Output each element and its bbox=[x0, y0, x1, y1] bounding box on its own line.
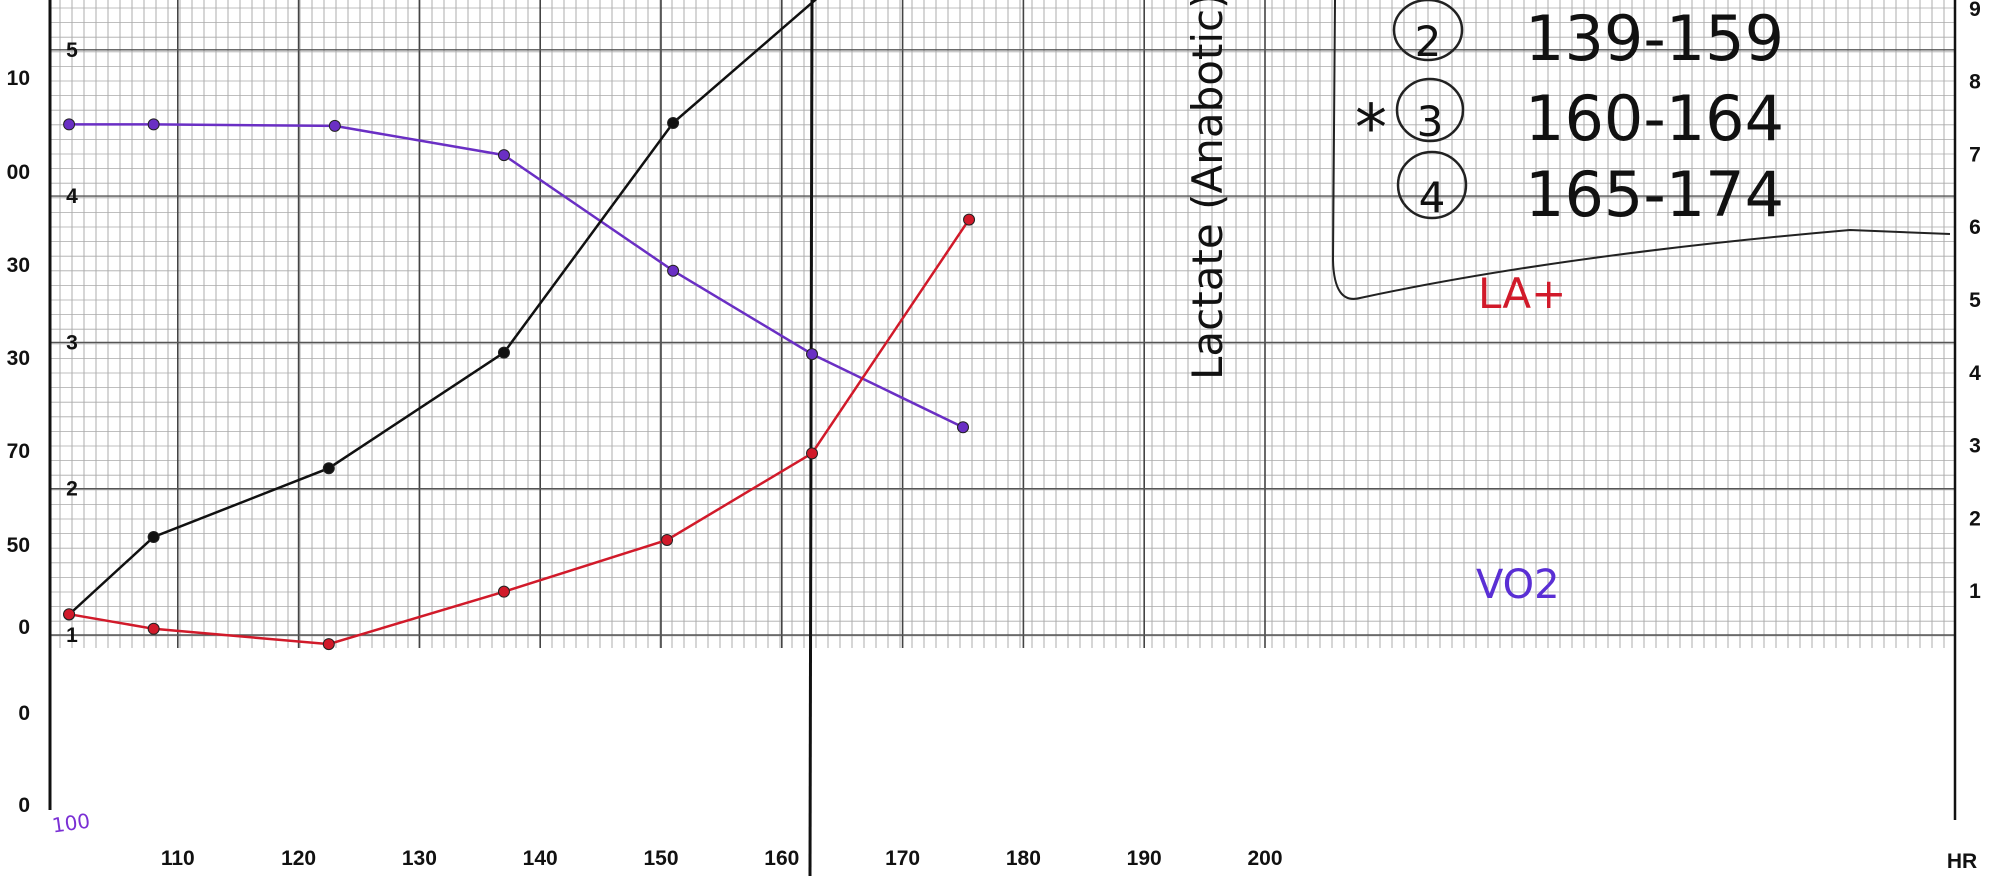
data-point-VO2 bbox=[957, 421, 969, 434]
y-right-tick-label: 3 bbox=[1969, 435, 1981, 458]
y-right-tick-label: 7 bbox=[1969, 143, 1981, 166]
axis-labels: 110 120 130 140 150 160 170 180 190 200100HR54321… bbox=[7, 0, 1982, 873]
data-point-VO2 bbox=[806, 348, 818, 361]
x-tick-label: 150 bbox=[643, 847, 678, 870]
y-right-tick-label: 2 bbox=[1969, 507, 1981, 530]
data-point-LA bbox=[497, 585, 510, 598]
y-left-outer-tick-label: 10 bbox=[7, 67, 30, 90]
y-right-tick-label: 5 bbox=[1969, 289, 1981, 312]
grid-major bbox=[50, 0, 1955, 648]
annotation-asterisk: * bbox=[1355, 92, 1387, 166]
y-left-outer-tick-label: 0 bbox=[18, 702, 30, 725]
y-right-tick-label: 1 bbox=[1969, 580, 1981, 603]
y-left-outer-tick-label: 0 bbox=[18, 794, 30, 817]
x-tick-label: 190 bbox=[1127, 847, 1162, 870]
y-left-outer-tick-label: 0 bbox=[18, 616, 30, 639]
x-tick-label: 200 bbox=[1247, 847, 1282, 870]
circle-4 bbox=[1396, 150, 1468, 220]
series-label-LA: LA+ bbox=[1478, 269, 1566, 318]
x-tick-label: 170 bbox=[885, 847, 920, 870]
y-right-tick-label: 8 bbox=[1969, 71, 1981, 94]
handwritten-annotations: 2 139-159 3 160-164 4 165-174 * bbox=[1331, 0, 1951, 300]
series-line-black bbox=[68, 0, 818, 616]
annotation-zone-number: 4 bbox=[1419, 173, 1446, 222]
data-point-black bbox=[147, 530, 160, 543]
data-point-LA bbox=[661, 533, 674, 546]
y-left-inner-tick-label: 4 bbox=[66, 185, 78, 208]
data-point-black bbox=[497, 346, 510, 359]
x-tick-label: 180 bbox=[1006, 847, 1041, 870]
y-left-inner-tick-label: 2 bbox=[66, 478, 78, 501]
annotation-bracket bbox=[1331, 0, 1951, 300]
annotation-hr-range: 165-174 bbox=[1525, 158, 1784, 231]
y-left-outer-tick-label: 50 bbox=[7, 534, 30, 557]
lactate-marker-label: Lactate (Anabotic) bbox=[1183, 0, 1232, 380]
x-axis-label: HR bbox=[1947, 850, 1977, 873]
x-tick-label: 160 bbox=[764, 847, 799, 870]
y-right-tick-label: 6 bbox=[1969, 216, 1981, 239]
grid-minor bbox=[50, 0, 1955, 648]
data-point-black bbox=[667, 116, 680, 129]
y-right-tick-label: 9 bbox=[1969, 0, 1981, 21]
data-point-VO2 bbox=[147, 118, 160, 131]
series-label-VO2: VO2 bbox=[1476, 562, 1560, 608]
x-tick-label: 120 bbox=[281, 847, 316, 870]
data-marks bbox=[63, 0, 976, 651]
data-point-LA bbox=[806, 447, 818, 460]
circle-3 bbox=[1395, 77, 1465, 143]
y-left-inner-tick-label: 3 bbox=[66, 331, 78, 354]
x-tick-label: 130 bbox=[402, 847, 437, 870]
lactate-threshold-marker-line bbox=[808, 0, 814, 876]
data-point-LA bbox=[322, 638, 335, 651]
annotation-hr-range: 139-159 bbox=[1525, 2, 1784, 75]
data-point-VO2 bbox=[63, 118, 76, 131]
y-left-outer-tick-label: 30 bbox=[7, 347, 30, 370]
y-left-inner-tick-label: 1 bbox=[66, 624, 78, 647]
data-point-LA bbox=[963, 213, 976, 226]
data-point-VO2 bbox=[497, 149, 510, 162]
y-left-inner-tick-label: 5 bbox=[66, 39, 78, 62]
y-left-outer-tick-label: 30 bbox=[7, 254, 30, 277]
data-point-VO2 bbox=[667, 264, 680, 277]
data-point-VO2 bbox=[328, 119, 341, 132]
annotation-zone-number: 3 bbox=[1417, 97, 1444, 146]
data-point-black bbox=[322, 462, 335, 475]
y-right-tick-label: 4 bbox=[1969, 362, 1981, 385]
annotation-hr-range: 160-164 bbox=[1525, 82, 1784, 155]
y-left-outer-tick-label: 70 bbox=[7, 440, 30, 463]
circle-2 bbox=[1392, 0, 1464, 62]
x-tick-label: 140 bbox=[523, 847, 558, 870]
x-tick-label: 110 bbox=[161, 847, 195, 870]
y-left-outer-tick-label: 00 bbox=[7, 161, 30, 184]
data-point-LA bbox=[147, 622, 160, 635]
x-start-label: 100 bbox=[50, 809, 91, 838]
data-point-LA bbox=[63, 608, 76, 621]
annotation-zone-number: 2 bbox=[1415, 17, 1442, 66]
